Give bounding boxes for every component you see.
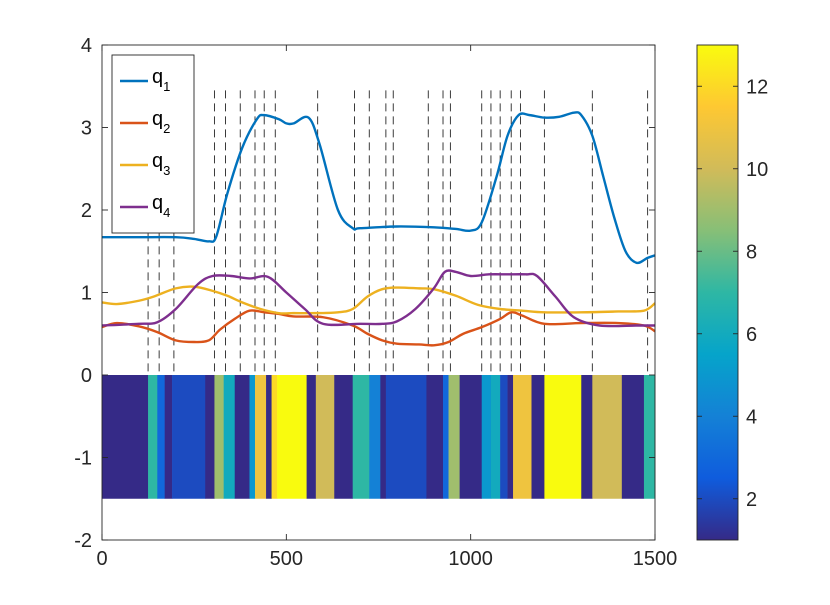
segment-bar-block <box>380 375 387 499</box>
segment-bar-block <box>157 375 165 499</box>
segment-bar-block <box>214 375 224 499</box>
colorbar-tick-label: 4 <box>746 406 757 428</box>
segment-bar-block <box>164 375 173 499</box>
segment-bar-block <box>621 375 645 499</box>
legend-label: q1 <box>152 66 170 94</box>
segment-bar-block <box>385 375 427 499</box>
colorbar-tick-label: 12 <box>746 76 768 98</box>
segment-bar-block <box>481 375 492 499</box>
segment-bar <box>102 375 656 499</box>
segment-bar-block <box>205 375 215 499</box>
main-axes: 0 500 1000 1500 -2 -1 0 1 2 3 4 q1 q2 q3 q4 <box>74 35 677 570</box>
segment-bar-block <box>369 375 381 499</box>
colorbar-tick-label: 8 <box>746 241 757 263</box>
segment-bar-block <box>306 375 317 499</box>
segment-bar-block <box>592 375 623 499</box>
colorbar-gradient <box>697 45 738 540</box>
legend-label: q2 <box>152 108 170 136</box>
series-line-q3 <box>101 285 656 315</box>
segment-bar-block <box>223 375 236 499</box>
segment-bar-block <box>581 375 593 499</box>
series-line-q2 <box>101 309 656 347</box>
legend-label: q4 <box>152 192 170 220</box>
y-tick-label: 3 <box>81 118 92 140</box>
y-tick-label: 4 <box>81 35 92 57</box>
colorbar-box <box>696 44 739 541</box>
colorbar: 2 4 6 8 10 12 <box>696 44 768 541</box>
y-tick-label: -1 <box>74 448 92 470</box>
segment-bar-block <box>643 375 656 499</box>
segment-bar-block <box>102 375 149 499</box>
legend: q1 q2 q3 q4 <box>111 54 195 234</box>
segment-bar-block <box>277 375 307 499</box>
y-tick-label: -2 <box>74 530 92 552</box>
x-tick-label: 500 <box>270 548 303 570</box>
colorbar-tick-label: 6 <box>746 324 757 346</box>
segment-bar-block <box>500 375 508 499</box>
segment-bar-block <box>426 375 444 499</box>
x-tick-label: 1500 <box>633 548 678 570</box>
ticks: 0 500 1000 1500 -2 -1 0 1 2 3 4 <box>74 35 677 570</box>
legend-label: q3 <box>152 150 170 178</box>
segment-bar-block <box>507 375 514 499</box>
segment-bar-block <box>531 375 545 499</box>
x-tick-label: 0 <box>96 548 107 570</box>
colorbar-tick-label: 10 <box>746 159 768 181</box>
segment-bar-block <box>254 375 267 499</box>
y-tick-label: 1 <box>81 283 92 305</box>
segment-bar-block <box>544 375 582 499</box>
segment-bar-block <box>513 375 532 499</box>
segment-bar-block <box>249 375 256 499</box>
segment-bar-block <box>148 375 158 499</box>
segment-bar-block <box>443 375 449 499</box>
legend-box <box>111 54 195 234</box>
x-tick-label: 1000 <box>448 548 493 570</box>
segment-bar-block <box>172 375 206 499</box>
series-line-q1 <box>102 111 656 265</box>
y-tick-label: 0 <box>81 365 92 387</box>
segment-bar-block <box>459 375 483 499</box>
y-tick-label: 2 <box>81 200 92 222</box>
segment-bar-block <box>271 375 278 499</box>
segment-bar-block <box>334 375 353 499</box>
segment-bar-block <box>234 375 250 499</box>
colorbar-tick-label: 2 <box>746 489 757 511</box>
series-line-q4 <box>101 269 655 328</box>
segment-bar-block <box>266 375 272 499</box>
series-lines <box>101 111 656 347</box>
segment-bar-block <box>490 375 501 499</box>
segment-bar-block <box>352 375 370 499</box>
segment-bar-block <box>315 375 335 499</box>
segment-bar-block <box>448 375 460 499</box>
